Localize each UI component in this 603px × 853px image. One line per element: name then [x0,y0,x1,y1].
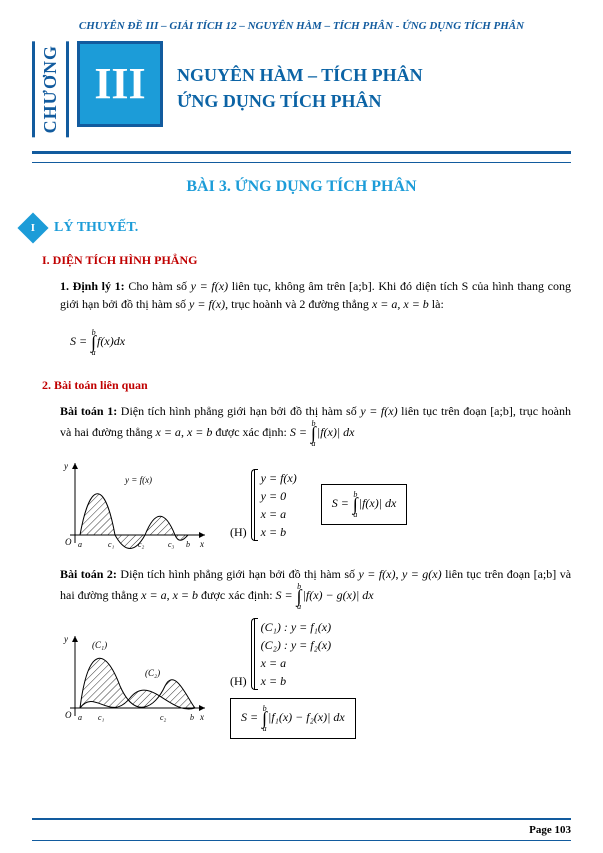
page-header: CHUYÊN ĐỀ III – GIẢI TÍCH 12 – NGUYÊN HÀ… [32,18,571,35]
section-title: LÝ THUYẾT. [54,217,138,238]
graph-1: y x O y = f(x) a c₁ c₂ c₃ b [60,455,210,555]
chapter-title-line1: NGUYÊN HÀM – TÍCH PHÂN [177,63,571,88]
dinh-ly-1: 1. Định lý 1: Cho hàm số y = f(x) liên t… [60,277,571,313]
svg-text:b: b [190,713,194,722]
svg-text:c₁: c₁ [98,713,105,722]
subsection-2-title: 2. Bài toán liên quan [42,376,571,394]
graph1-xlabel: x [199,539,204,549]
svg-text:y: y [63,634,68,644]
bai-toan-2-system: (H) (C₁) : y = f₁(x) (C₂) : y = f₂(x) x … [230,618,356,690]
svg-text:(C₁): (C₁) [92,640,107,650]
svg-text:b: b [186,540,190,549]
chapter-vertical-label: CHƯƠNG [32,41,69,137]
chapter-title-line2: ỨNG DỤNG TÍCH PHÂN [177,89,571,114]
svg-text:x: x [199,712,204,722]
svg-text:(C₂): (C₂) [145,668,160,678]
chapter-title: NGUYÊN HÀM – TÍCH PHÂN ỨNG DỤNG TÍCH PHÂ… [171,41,571,137]
chapter-banner: CHƯƠNG III NGUYÊN HÀM – TÍCH PHÂN ỨNG DỤ… [32,41,571,137]
bai-toan-2-box: S = b∫a|f₁(x) − f₂(x)| dx [230,698,356,739]
section-heading: I LÝ THUYẾT. [22,217,571,239]
svg-text:a: a [78,713,82,722]
svg-text:c₁: c₁ [108,540,115,549]
chapter-number-box: III [77,41,163,127]
svg-text:O: O [65,710,72,720]
svg-text:a: a [78,540,82,549]
svg-text:c₂: c₂ [160,713,167,722]
page: CHUYÊN ĐỀ III – GIẢI TÍCH 12 – NGUYÊN HÀ… [0,0,603,853]
bai-toan-2: Bài toán 2: Diện tích hình phẳng giới hạ… [60,565,571,610]
subsection-1-title: I. DIỆN TÍCH HÌNH PHẲNG [42,251,571,269]
graph1-curve-label: y = f(x) [124,475,152,485]
bai-toan-1-box: S = b∫a|f(x)| dx [321,484,408,525]
svg-text:c₃: c₃ [168,540,175,549]
graph-2: y x O (C₁) (C₂) a c₁ c₂ b [60,628,210,728]
svg-text:c₂: c₂ [138,540,145,549]
bai-toan-2-figure: y x O (C₁) (C₂) a c₁ c₂ b (H) (C₁) : y =… [60,618,571,739]
graph1-origin: O [65,537,72,547]
bai-toan-1-figure: y x O y = f(x) a c₁ c₂ c₃ b (H) y = f(x)… [60,455,571,555]
dinh-ly-1-formula: S = b∫af(x)dx [60,325,135,360]
lesson-title: BÀI 3. ỨNG DỤNG TÍCH PHÂN [32,175,571,199]
page-footer: Page 103 [32,818,571,842]
divider [32,151,571,163]
bai-toan-1-system: (H) y = f(x) y = 0 x = a x = b [230,469,297,541]
bai-toan-1: Bài toán 1: Diện tích hình phẳng giới hạ… [60,402,571,447]
section-number-diamond: I [17,212,48,243]
graph1-ylabel: y [63,461,68,471]
